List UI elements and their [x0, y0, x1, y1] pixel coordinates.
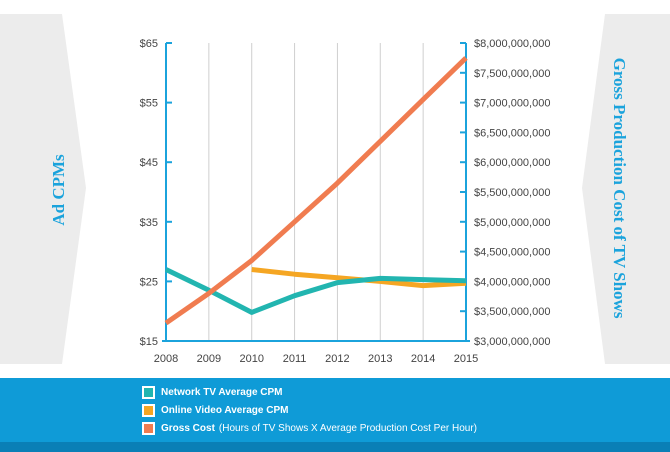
- right-ticks: $3,000,000,000 $3,500,000,000 $4,000,000,0…: [460, 38, 550, 348]
- left-tick-label: $15: [140, 336, 158, 348]
- x-tick-label: 2009: [197, 353, 221, 365]
- x-tick-label: 2011: [283, 353, 307, 365]
- right-tick-label: $3,500,000,000: [474, 306, 550, 318]
- legend-swatch-gross: [142, 421, 155, 435]
- series-line-2: [164, 56, 468, 326]
- legend-label-network: Network TV Average CPM: [161, 386, 283, 398]
- right-tick-label: $5,000,000,000: [474, 217, 550, 229]
- x-ticks: 2008 2009 2010 2011 2012 2013 2014 2015: [154, 353, 478, 365]
- legend-swatch-online: [142, 403, 155, 417]
- left-tick-label: $35: [140, 217, 158, 229]
- right-side-panel: [582, 14, 670, 364]
- chart-area: Ad CPMs Gross Production Cost of TV Show…: [0, 14, 670, 365]
- legend-item-online: Online Video Average CPM: [142, 403, 288, 417]
- right-tick-label: $7,000,000,000: [474, 98, 550, 110]
- legend-label-gross: Gross Cost: [161, 422, 215, 434]
- grid-lines: [208, 43, 424, 341]
- legend: Network TV Average CPM Online Video Aver…: [0, 378, 670, 442]
- legend-item-network: Network TV Average CPM: [142, 385, 283, 399]
- right-tick-label: $5,500,000,000: [474, 187, 550, 199]
- right-tick-label: $3,000,000,000: [474, 336, 550, 348]
- x-tick-label: 2012: [325, 353, 349, 365]
- x-tick-label: 2015: [454, 353, 478, 365]
- left-axis-title: Ad CPMs: [49, 154, 68, 226]
- right-tick-label: $6,000,000,000: [474, 157, 550, 169]
- x-tick-label: 2014: [411, 353, 435, 365]
- legend-swatch-network: [142, 385, 155, 399]
- left-tick-label: $65: [140, 38, 158, 50]
- footer-bar: [0, 442, 670, 452]
- left-tick-label: $25: [140, 276, 158, 288]
- legend-note-gross: (Hours of TV Shows X Average Production …: [218, 422, 477, 434]
- x-tick-label: 2010: [239, 353, 263, 365]
- right-tick-label: $4,500,000,000: [474, 247, 550, 259]
- right-tick-label: $6,500,000,000: [474, 127, 550, 139]
- left-tick-label: $45: [140, 157, 158, 169]
- left-tick-label: $55: [140, 98, 158, 110]
- x-tick-label: 2013: [368, 353, 392, 365]
- left-ticks: $15 $25 $35 $45 $55 $65: [140, 38, 172, 348]
- legend-item-gross: Gross Cost (Hours of TV Shows X Average …: [142, 421, 477, 435]
- left-side-panel: [0, 14, 86, 364]
- series-lines: [164, 56, 468, 326]
- right-tick-label: $8,000,000,000: [474, 38, 550, 50]
- legend-label-online: Online Video Average CPM: [161, 404, 289, 416]
- x-tick-label: 2008: [154, 353, 178, 365]
- right-tick-label: $4,000,000,000: [474, 276, 550, 288]
- series-line-0: [164, 267, 467, 315]
- right-axis-title: Gross Production Cost of TV Shows: [610, 58, 629, 319]
- right-tick-label: $7,500,000,000: [474, 68, 550, 80]
